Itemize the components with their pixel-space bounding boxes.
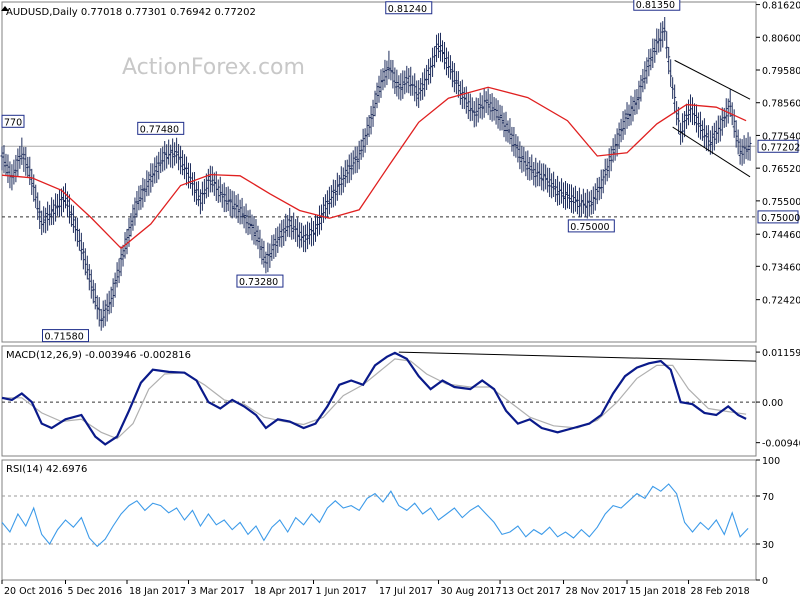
- annotation-box: [41, 329, 89, 343]
- annotation-box: [137, 121, 185, 135]
- x-tick-label: 20 Oct 2016: [4, 586, 63, 597]
- price-y-tick-label: 0.79580: [762, 66, 800, 77]
- rsi-panel-frame: [1, 459, 757, 581]
- macd-y-tick-label: 0.01159: [762, 348, 800, 359]
- x-tick-label: 3 Mar 2017: [191, 586, 245, 597]
- x-tick-label: 28 Nov 2017: [566, 586, 627, 597]
- price-chart-title: AUDUSD,Daily 0.77018 0.77301 0.76942 0.7…: [6, 7, 256, 18]
- channel-line: [674, 59, 751, 100]
- price-y-tick-label: 0.80600: [762, 33, 800, 44]
- macd-signal-line: [2, 358, 747, 440]
- x-tick-label: 5 Dec 2016: [67, 586, 122, 597]
- price-y-tick-label: 0.74460: [762, 230, 800, 241]
- macd-panel-frame: [1, 345, 757, 457]
- x-tick-label: 18 Jan 2017: [129, 586, 186, 597]
- annotation-label: 0.81350: [636, 0, 675, 11]
- annotation-label: 770: [4, 117, 22, 128]
- moving-average-line: [1, 86, 747, 250]
- price-y-tick-label: 0.75500: [762, 197, 800, 208]
- rsi-y-tick-label: 0: [762, 576, 768, 587]
- last-price-box: [757, 139, 799, 153]
- last-price-label: 0.77202: [761, 142, 800, 153]
- price-panel-frame: [1, 1, 757, 343]
- annotation-box: [385, 1, 433, 15]
- annotation-label: 0.73280: [239, 277, 278, 288]
- annotation-label: 0.81240: [388, 4, 427, 15]
- macd-trend-line: [398, 351, 757, 362]
- rsi-y-tick-label: 30: [762, 540, 774, 551]
- x-tick-label: 15 Jan 2018: [629, 586, 686, 597]
- price-y-tick-label: 0.78560: [762, 99, 800, 110]
- macd-title: MACD(12,26,9) -0.003946 -0.002816: [6, 350, 191, 361]
- annotation-label: 0.71580: [44, 332, 83, 343]
- macd-y-tick-label: 0.00: [762, 398, 783, 409]
- price-y-tick-label: 0.76520: [762, 164, 800, 175]
- macd-y-tick-label: -0.009408: [762, 439, 800, 450]
- macd-line: [1, 351, 747, 446]
- channel-line: [672, 126, 751, 178]
- price-y-tick-label: 0.77540: [762, 131, 800, 142]
- annotation-box: [1, 114, 25, 128]
- x-tick-label: 13 Oct 2017: [502, 586, 561, 597]
- support-level-label: 0.75000: [761, 213, 800, 224]
- annotation-label: 0.75000: [570, 222, 609, 233]
- rsi-line: [1, 483, 749, 548]
- x-tick-label: 28 Feb 2018: [691, 586, 750, 597]
- rsi-title: RSI(14) 42.6976: [6, 464, 87, 475]
- x-tick-label: 18 Apr 2017: [254, 586, 313, 597]
- x-tick-label: 17 Jul 2017: [379, 586, 433, 597]
- price-y-tick-label: 0.81620: [762, 1, 800, 12]
- annotation-box: [633, 0, 681, 11]
- price-y-tick-label: 0.73460: [762, 262, 800, 273]
- annotation-label: 0.77480: [140, 124, 179, 135]
- collapse-icon: [1, 6, 9, 11]
- annotation-box: [236, 274, 284, 288]
- watermark: ActionForex.com: [122, 55, 305, 80]
- price-y-tick-label: 0.72420: [762, 296, 800, 307]
- annotation-box: [567, 219, 615, 233]
- support-level-box: [757, 210, 799, 224]
- x-tick-label: 1 Jun 2017: [316, 586, 367, 597]
- x-tick-label: 30 Aug 2017: [441, 586, 502, 597]
- rsi-y-tick-label: 100: [762, 456, 780, 467]
- rsi-y-tick-label: 70: [762, 492, 774, 503]
